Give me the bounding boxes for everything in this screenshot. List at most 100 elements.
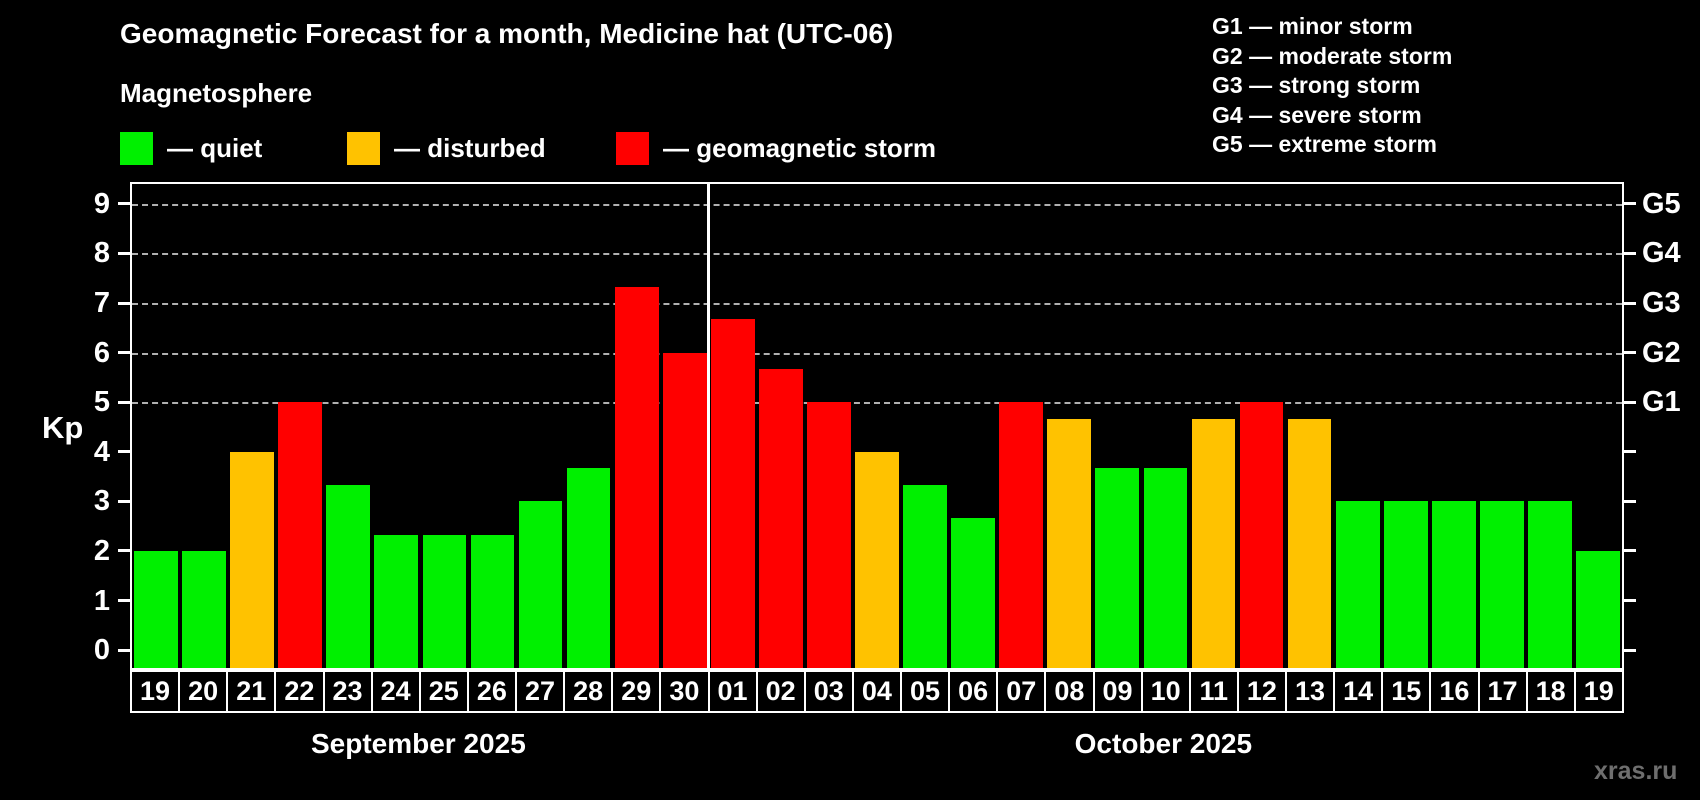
date-cell-20: 09: [1095, 672, 1143, 711]
storm-scale-g2: G2 — moderate storm: [1212, 42, 1453, 69]
y-axis-label: Kp: [42, 410, 84, 445]
kp-bar-02: [759, 368, 803, 668]
storm-scale-g1: G1 — minor storm: [1212, 13, 1413, 39]
right-axis-tick-7: [1624, 301, 1636, 305]
kp-bar-10: [1143, 468, 1188, 668]
right-axis-label-g4: G4: [1642, 237, 1681, 270]
date-cell-28: 17: [1480, 672, 1528, 711]
y-axis-tick-0: [118, 648, 130, 652]
kp-bar-13: [1287, 418, 1332, 668]
gridline-kp9: [132, 203, 1622, 206]
right-axis-tick-2: [1624, 549, 1636, 553]
y-axis-tick-label-4: 4: [93, 435, 110, 468]
kp-bar-16: [1431, 501, 1476, 668]
y-axis-tick-label-2: 2: [93, 534, 110, 567]
gridline-kp7: [132, 303, 1622, 306]
date-cell-26: 15: [1383, 672, 1432, 711]
kp-bar-11: [1191, 418, 1236, 668]
month-label-0: September 2025: [310, 728, 526, 759]
date-cell-4: 23: [325, 672, 373, 711]
month-labels-row: September 2025 October 2025: [130, 728, 1624, 766]
y-axis-tick-4: [118, 450, 130, 454]
date-cell-29: 18: [1528, 672, 1576, 711]
kp-bar-03: [807, 402, 851, 668]
date-cell-10: 29: [613, 672, 662, 711]
date-cell-24: 13: [1287, 672, 1336, 711]
legend-item-quiet: — quiet: [120, 131, 262, 165]
kp-bar-27: [518, 501, 563, 668]
y-axis-tick-label-5: 5: [93, 386, 110, 419]
storm-scale-g3: G3 — strong storm: [1212, 72, 1421, 98]
legend-label-disturbed: — disturbed: [394, 132, 546, 163]
y-axis-tick-8: [118, 251, 130, 255]
kp-bar-19: [1576, 550, 1620, 668]
kp-bar-30: [662, 352, 707, 668]
kp-bar-08: [1047, 418, 1092, 668]
kp-bar-24: [374, 534, 419, 668]
gridline-kp8: [132, 253, 1622, 256]
page-title: Geomagnetic Forecast for a month, Medici…: [120, 18, 894, 49]
kp-bar-chart-plot-area: 0 1 2 3 4 5 6 7 8 9 G1 G2 G3 G4 G5: [94, 182, 1681, 670]
date-cell-3: 22: [276, 672, 325, 711]
legend-label-storm: — geomagnetic storm: [663, 132, 937, 163]
y-axis-tick-2: [118, 549, 130, 553]
right-axis-tick-8: [1624, 251, 1636, 255]
kp-bar-07: [999, 402, 1044, 668]
right-axis-tick-1: [1624, 599, 1636, 603]
kp-bar-28: [566, 468, 611, 668]
y-axis-tick-label-7: 7: [93, 287, 110, 320]
kp-bar-20: [182, 550, 226, 668]
y-axis-tick-label-0: 0: [93, 634, 110, 667]
kp-bar-29: [614, 286, 659, 668]
kp-bar-26: [470, 534, 515, 668]
kp-bar-01: [710, 319, 755, 668]
kp-bar-25: [422, 534, 467, 668]
date-cell-22: 11: [1191, 672, 1239, 711]
right-axis-tick-0: [1624, 648, 1636, 652]
date-cell-1: 20: [180, 672, 229, 711]
quiet-color-swatch: [120, 131, 153, 165]
y-axis-tick-7: [118, 301, 130, 305]
kp-bar-09: [1095, 468, 1140, 668]
date-cell-15: 04: [854, 672, 902, 711]
kp-bar-06: [951, 517, 995, 668]
x-axis-date-row: 19 20 21 22 23 24 25 26 27 28 29 30 01 02 03 04 05 06 07 08…: [130, 670, 1624, 713]
storm-scale-g4: G4 — severe storm: [1212, 101, 1422, 128]
chart-subtitle: Magnetosphere: [120, 78, 313, 108]
y-axis-tick-label-3: 3: [93, 485, 110, 518]
date-cell-7: 26: [469, 672, 517, 711]
date-cell-23: 12: [1239, 672, 1287, 711]
kp-bar-23: [326, 485, 371, 668]
date-cell-0: 19: [132, 672, 181, 711]
right-axis-tick-3: [1624, 499, 1636, 503]
kp-bar-18: [1528, 501, 1572, 668]
y-axis-tick-label-6: 6: [93, 336, 110, 369]
kp-bar-17: [1479, 501, 1524, 668]
storm-scale-legend: G1 — minor storm G2 — moderate storm G3 …: [1212, 12, 1452, 160]
y-axis-tick-label-1: 1: [93, 584, 110, 617]
storm-color-swatch: [616, 131, 649, 165]
watermark: xras.ru: [1594, 757, 1678, 785]
legend-item-disturbed: — disturbed: [347, 131, 546, 165]
kp-bar-22: [278, 402, 323, 668]
date-cell-12: 01: [710, 672, 758, 711]
kp-bar-04: [855, 451, 899, 668]
date-cell-17: 06: [950, 672, 999, 711]
gridline-kp6: [132, 352, 1622, 355]
date-cell-25: 14: [1335, 672, 1384, 711]
date-cell-18: 07: [998, 672, 1047, 711]
date-cell-13: 02: [758, 672, 806, 711]
date-cell-6: 25: [421, 672, 469, 711]
date-cell-21: 10: [1143, 672, 1191, 711]
date-cell-19: 08: [1046, 672, 1095, 711]
y-axis-tick-5: [118, 400, 130, 404]
y-axis-tick-label-9: 9: [93, 187, 110, 220]
right-axis-label-g5: G5: [1642, 187, 1681, 220]
kp-bar-15: [1383, 501, 1428, 668]
kp-bar-21: [230, 451, 275, 668]
y-axis-tick-1: [118, 599, 130, 603]
y-axis-tick-3: [118, 499, 130, 503]
kp-bar-14: [1335, 501, 1380, 668]
right-axis-tick-6: [1624, 351, 1636, 355]
